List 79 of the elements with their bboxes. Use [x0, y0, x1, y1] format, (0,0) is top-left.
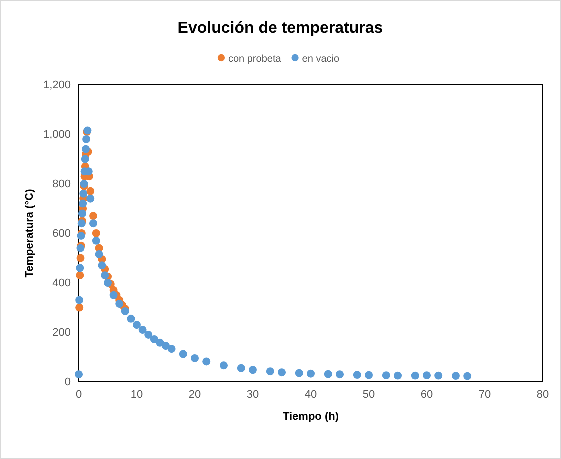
chart-title: Evolución de temperaturas — [178, 20, 384, 37]
point — [76, 264, 84, 272]
point — [266, 368, 274, 376]
y-tick-label: 1,200 — [43, 80, 71, 92]
point — [307, 370, 315, 378]
point — [76, 254, 85, 262]
x-tick-label: 60 — [420, 388, 434, 401]
point — [77, 232, 86, 240]
point — [150, 335, 158, 344]
x-tick-label: 0 — [76, 388, 82, 401]
x-tick-label: 80 — [536, 388, 550, 401]
point — [90, 212, 98, 220]
point — [138, 326, 147, 334]
point — [336, 370, 344, 379]
point — [75, 370, 83, 379]
point — [324, 370, 332, 378]
y-tick-label: 800 — [52, 178, 71, 191]
point — [237, 364, 246, 372]
point — [82, 145, 90, 154]
point — [116, 300, 124, 308]
x-axis-title: Tiempo (h) — [282, 411, 340, 423]
point — [86, 187, 95, 196]
point — [80, 190, 88, 198]
point — [168, 345, 176, 354]
y-tick-label: 400 — [52, 278, 71, 290]
point — [249, 366, 257, 374]
y-tick-label: 1,000 — [43, 129, 71, 142]
point — [95, 250, 104, 259]
point — [78, 210, 86, 218]
point — [86, 194, 95, 203]
x-tick-label: 50 — [362, 388, 376, 401]
point — [382, 372, 390, 380]
point — [156, 338, 164, 347]
point — [464, 372, 472, 380]
point — [179, 350, 188, 358]
point — [144, 330, 153, 339]
point — [423, 372, 431, 380]
y-axis-title: Temperatura (°C) — [24, 188, 36, 278]
point — [202, 358, 211, 366]
point — [411, 372, 420, 380]
point — [76, 296, 84, 304]
point — [220, 362, 228, 370]
point — [110, 291, 118, 300]
y-tick-label: 200 — [52, 327, 71, 340]
x-tick-label: 30 — [246, 388, 260, 401]
x-tick-label: 10 — [130, 388, 144, 401]
point — [82, 135, 91, 144]
point — [278, 368, 286, 377]
point — [121, 307, 130, 316]
legend-label: en vacio — [302, 54, 340, 65]
y-tick-label: 600 — [52, 228, 71, 240]
point — [394, 372, 402, 380]
point — [76, 272, 84, 280]
point — [92, 230, 100, 238]
point — [80, 180, 88, 188]
point — [81, 155, 90, 164]
point — [191, 354, 199, 362]
point — [76, 244, 85, 252]
point — [353, 371, 362, 380]
point — [79, 200, 88, 208]
point — [78, 220, 86, 228]
point — [133, 321, 141, 330]
point — [365, 371, 373, 380]
legend-label: con probeta — [228, 54, 282, 65]
x-tick-label: 20 — [188, 388, 202, 401]
point — [434, 372, 443, 380]
x-tick-label: 40 — [304, 388, 318, 401]
point — [90, 220, 98, 228]
x-tick-label: 70 — [478, 388, 492, 401]
point — [92, 236, 100, 245]
point — [452, 372, 460, 380]
y-tick-label: 0 — [64, 376, 71, 389]
point — [295, 369, 304, 378]
point — [98, 262, 106, 270]
point — [101, 272, 110, 280]
point — [127, 314, 136, 323]
point — [104, 279, 112, 287]
point — [76, 304, 84, 312]
point — [162, 342, 170, 350]
